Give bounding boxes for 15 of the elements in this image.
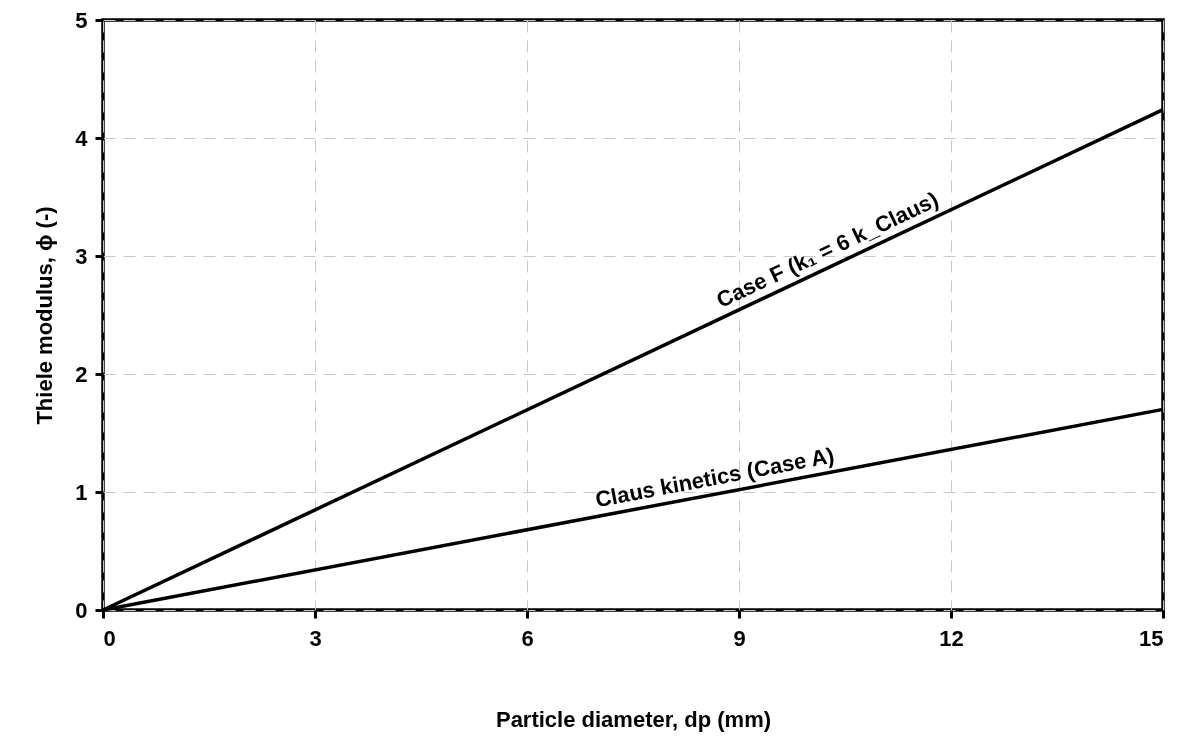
y-tick-label: 3 — [75, 243, 88, 269]
x-tick-label: 12 — [939, 625, 964, 651]
y-axis-title: Thiele modulus, ϕ (-) — [32, 206, 58, 425]
y-tick-label: 4 — [75, 125, 89, 151]
y-tick-label: 1 — [75, 479, 88, 505]
x-axis-title: Particle diameter, dp (mm) — [495, 706, 772, 732]
x-tick-label: 6 — [521, 625, 534, 651]
y-tick-label: 2 — [75, 361, 88, 387]
x-tick-label: 15 — [1139, 625, 1164, 651]
x-tick-label: 0 — [103, 625, 116, 651]
y-tick-label: 0 — [75, 597, 88, 623]
y-tick-label: 5 — [75, 7, 88, 33]
text: Claus kinetics (Case A) — [593, 442, 837, 513]
x-tick-label: 9 — [733, 625, 746, 651]
x-tick-label: 3 — [309, 625, 322, 651]
